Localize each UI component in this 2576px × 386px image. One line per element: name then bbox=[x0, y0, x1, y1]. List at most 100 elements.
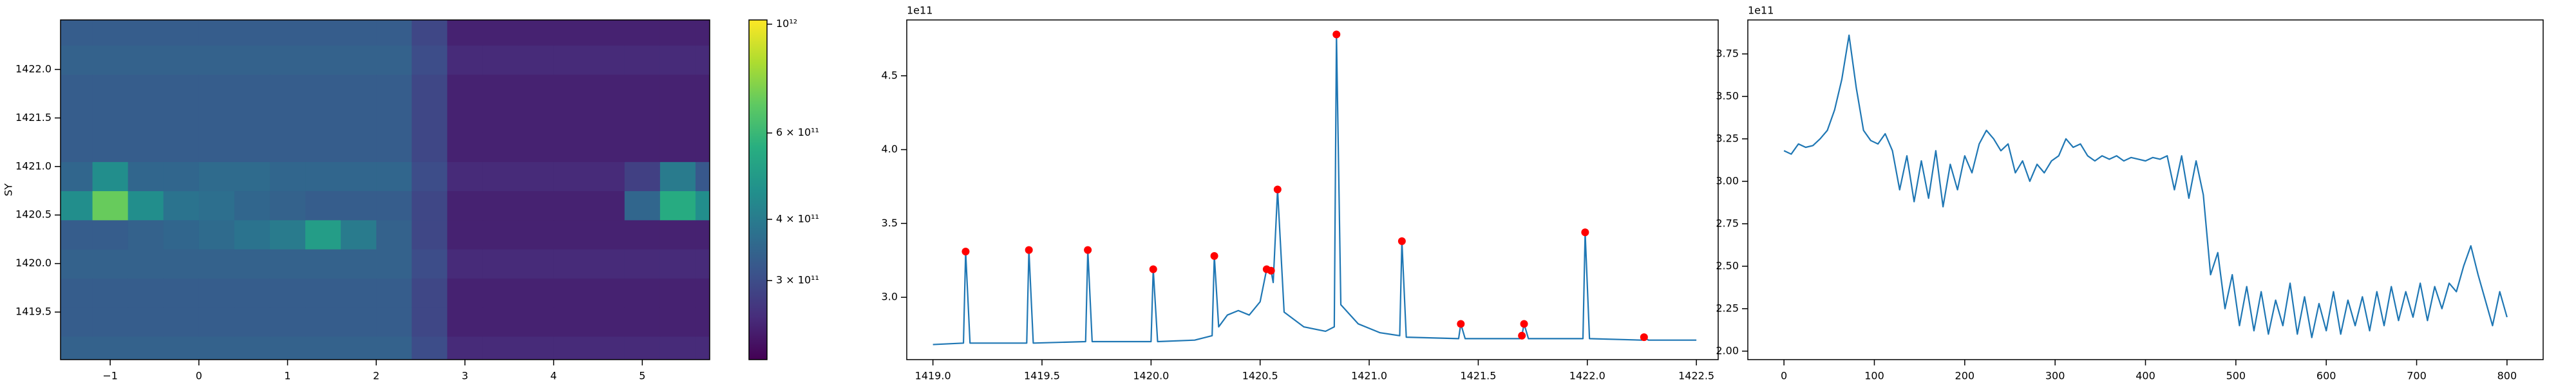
offset-label: 1e11 bbox=[1748, 5, 1774, 17]
heatmap-cell bbox=[92, 74, 129, 104]
heatmap-cell bbox=[61, 249, 93, 279]
x-tick-label: 1421.5 bbox=[1460, 370, 1496, 382]
heatmap-cell bbox=[341, 307, 377, 337]
heatmap-cell bbox=[305, 278, 341, 308]
heatmap-cell bbox=[518, 307, 554, 337]
y-tick-label: 1419.5 bbox=[15, 306, 52, 318]
peak-marker bbox=[1210, 252, 1218, 260]
heatmap-cell bbox=[553, 278, 590, 308]
heatmap-cell bbox=[659, 190, 696, 221]
heatmap-cell bbox=[553, 336, 590, 360]
peak-marker bbox=[1457, 320, 1465, 328]
heatmap-cell bbox=[518, 336, 554, 360]
heatmap-cell bbox=[695, 132, 710, 162]
y-tick-label: 2.25 bbox=[1716, 302, 1739, 314]
heatmap-cell bbox=[234, 190, 270, 221]
heatmap-cell bbox=[92, 190, 129, 221]
heatmap-cell bbox=[518, 161, 554, 192]
heatmap-cell bbox=[624, 307, 661, 337]
heatmap-cell bbox=[61, 278, 93, 308]
heatmap-cell bbox=[659, 336, 696, 360]
heatmap-cell bbox=[518, 190, 554, 221]
x-tick-label: 5 bbox=[639, 370, 645, 382]
heatmap-cell bbox=[305, 74, 341, 104]
y-axis-label: SY bbox=[3, 183, 15, 196]
heatmap-cell bbox=[482, 307, 519, 337]
heatmap-cell bbox=[412, 190, 448, 221]
heatmap-cell bbox=[341, 278, 377, 308]
heatmap-cell bbox=[659, 20, 696, 46]
x-tick-label: −1 bbox=[102, 370, 118, 382]
x-tick-label: 3 bbox=[462, 370, 468, 382]
heatmap-cell bbox=[198, 103, 235, 133]
heatmap-cell bbox=[412, 161, 448, 192]
heatmap-cell bbox=[553, 219, 590, 250]
heatmap-cell bbox=[589, 219, 625, 250]
heatmap-cell bbox=[269, 161, 306, 192]
heatmap-cell bbox=[341, 20, 377, 46]
heatmap-cell bbox=[553, 190, 590, 221]
x-tick-label: 0 bbox=[196, 370, 202, 382]
heatmap-cell bbox=[198, 336, 235, 360]
heatmap-cell bbox=[92, 219, 129, 250]
heatmap-cell bbox=[624, 278, 661, 308]
heatmap-cell bbox=[624, 249, 661, 279]
heatmap-cell bbox=[482, 132, 519, 162]
x-tick-label: 0 bbox=[1781, 370, 1787, 382]
heatmap-cell bbox=[447, 190, 484, 221]
y-tick-label: 1421.5 bbox=[15, 111, 52, 124]
heatmap-cell bbox=[695, 45, 710, 75]
heatmap-cell bbox=[198, 190, 235, 221]
offset-label: 1e11 bbox=[907, 5, 933, 17]
heatmap-cell bbox=[624, 161, 661, 192]
heatmap-cell bbox=[234, 307, 270, 337]
heatmap-cell bbox=[92, 103, 129, 133]
heatmap-cell bbox=[234, 132, 270, 162]
heatmap-cell bbox=[589, 307, 625, 337]
heatmap-cell bbox=[589, 132, 625, 162]
heatmap-cell bbox=[305, 307, 341, 337]
heatmap-cell bbox=[447, 336, 484, 360]
heatmap-cell bbox=[61, 190, 93, 221]
heatmap-cell bbox=[269, 20, 306, 46]
heatmap-cell bbox=[128, 161, 164, 192]
heatmap-cell bbox=[234, 336, 270, 360]
heatmap-cell bbox=[447, 307, 484, 337]
heatmap-cell bbox=[61, 307, 93, 337]
heatmap-cell bbox=[482, 103, 519, 133]
heatmap-cell bbox=[269, 336, 306, 360]
heatmap-cell bbox=[447, 20, 484, 46]
heatmap-cell bbox=[447, 45, 484, 75]
heatmap-cell bbox=[376, 249, 412, 279]
heatmap-cell bbox=[163, 103, 200, 133]
heatmap-cell bbox=[412, 336, 448, 360]
heatmap-cell bbox=[412, 103, 448, 133]
heatmap-cell bbox=[482, 74, 519, 104]
heatmap-cell bbox=[412, 278, 448, 308]
peak-marker bbox=[961, 247, 970, 255]
heatmap-cell bbox=[695, 74, 710, 104]
heatmap-cell bbox=[305, 20, 341, 46]
heatmap-cell bbox=[198, 74, 235, 104]
heatmap-cell bbox=[163, 249, 200, 279]
heatmap-cell bbox=[92, 336, 129, 360]
y-tick-label: 2.50 bbox=[1716, 259, 1739, 271]
heatmap-cell bbox=[659, 74, 696, 104]
heatmap-cell bbox=[518, 74, 554, 104]
heatmap-cell bbox=[269, 103, 306, 133]
heatmap-cell bbox=[163, 45, 200, 75]
heatmap-cell bbox=[128, 307, 164, 337]
heatmap-cell bbox=[447, 74, 484, 104]
y-tick-label: 1420.5 bbox=[15, 208, 52, 221]
heatmap-cell bbox=[163, 307, 200, 337]
y-tick-label: 4.0 bbox=[882, 143, 898, 155]
heatmap-cell bbox=[163, 219, 200, 250]
x-tick-label: 4 bbox=[551, 370, 557, 382]
heatmap-cell bbox=[624, 74, 661, 104]
heatmap-cell bbox=[198, 307, 235, 337]
heatmap-cell bbox=[234, 74, 270, 104]
peak-marker bbox=[1084, 246, 1092, 254]
heatmap-cell bbox=[589, 249, 625, 279]
heatmap-cell bbox=[163, 20, 200, 46]
heatmap-cell bbox=[376, 190, 412, 221]
